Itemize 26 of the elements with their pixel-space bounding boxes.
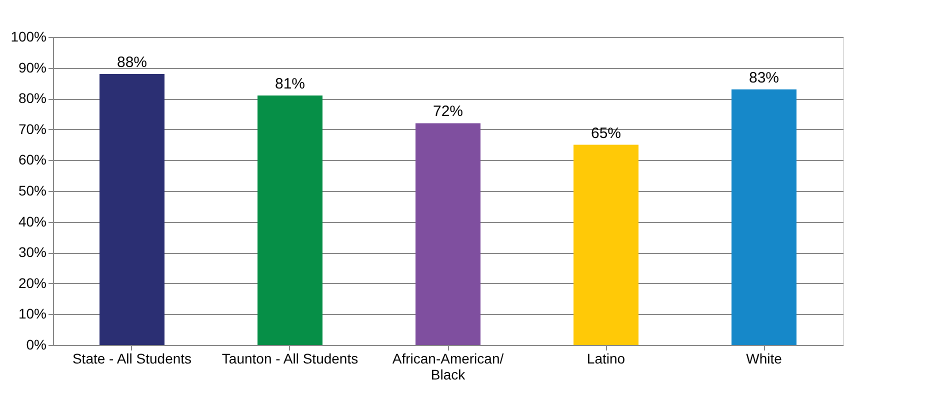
- y-tick-label: 10%: [18, 306, 46, 322]
- bar: [574, 144, 638, 345]
- y-tick-label: 30%: [18, 244, 46, 260]
- y-tick-label: 70%: [18, 120, 46, 137]
- x-tick-label: State - All Students: [72, 350, 192, 366]
- x-tick-label: Latino: [586, 350, 626, 366]
- x-tick-label: Taunton - All Students: [222, 350, 358, 366]
- y-tick-label: 20%: [18, 274, 46, 291]
- data-label: 81%: [274, 76, 306, 93]
- x-tick-label: White: [746, 350, 782, 366]
- bar: [258, 96, 322, 345]
- data-label: 72%: [432, 103, 464, 120]
- bar: [732, 89, 796, 345]
- y-tick-label: 50%: [18, 182, 46, 198]
- data-label: 65%: [590, 124, 622, 142]
- data-label: 83%: [748, 69, 780, 86]
- x-tick-label: African-American/ Black: [392, 350, 504, 382]
- y-tick-label: 100%: [10, 28, 46, 44]
- data-label: 88%: [116, 54, 148, 71]
- y-tick-label: 40%: [18, 213, 46, 230]
- bar: [416, 123, 480, 345]
- bar: [100, 74, 164, 345]
- y-tick-label: 60%: [18, 152, 46, 168]
- y-tick-label: 80%: [18, 90, 46, 106]
- y-tick-label: 0%: [26, 336, 46, 352]
- y-tick-label: 90%: [18, 59, 46, 76]
